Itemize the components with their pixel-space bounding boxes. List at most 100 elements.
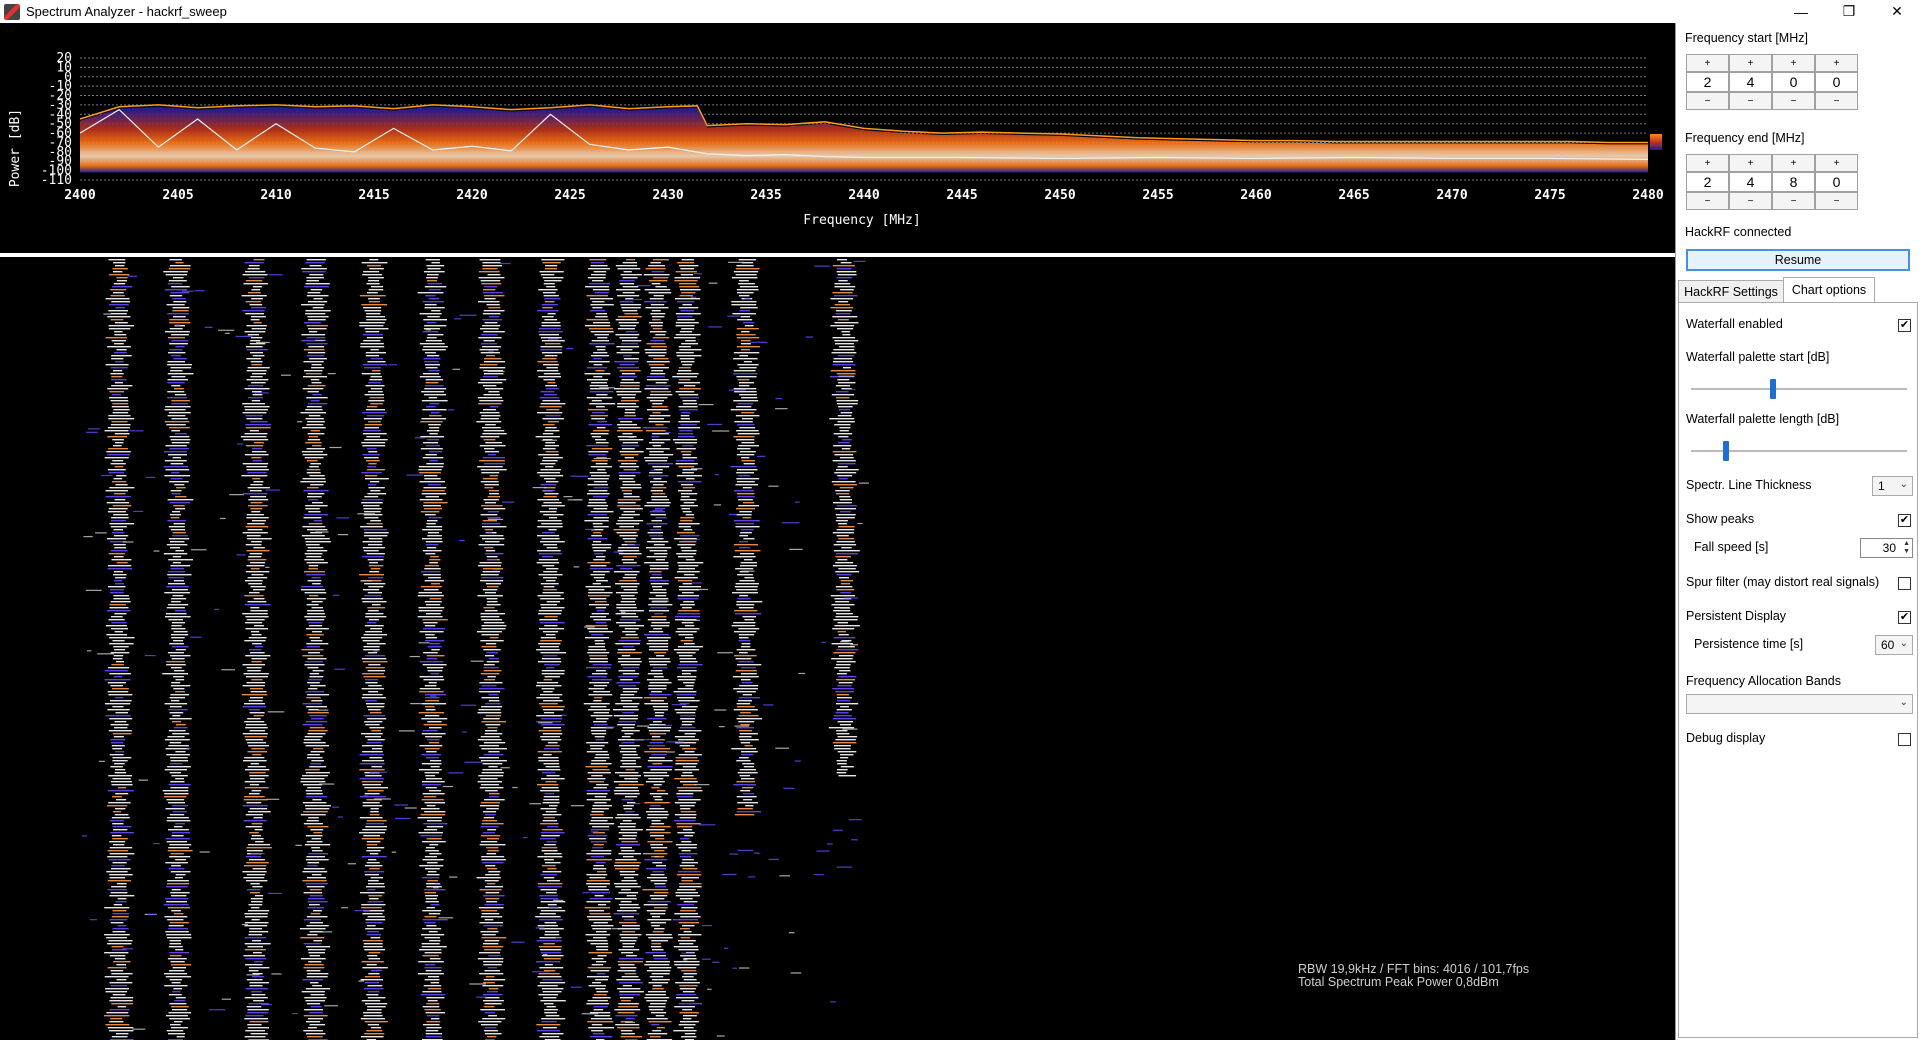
waterfall-trace	[425, 1012, 446, 1014]
waterfall-trace	[424, 811, 446, 813]
spur-filter-checkbox[interactable]	[1898, 577, 1911, 590]
close-button[interactable]: ✕	[1891, 3, 1903, 19]
fall-speed-spinbox[interactable]: 30 ▲ ▼	[1860, 538, 1913, 558]
waterfall-trace	[303, 322, 321, 324]
freq-start-digit[interactable]: 4	[1729, 72, 1772, 92]
freq-end-minus-4[interactable]: −	[1815, 192, 1858, 210]
waterfall-trace	[736, 439, 755, 441]
freq-end-minus-3[interactable]: −	[1772, 192, 1815, 210]
waterfall-trace	[653, 526, 662, 528]
freq-end-plus-1[interactable]: +	[1686, 154, 1729, 172]
waterfall-speck	[175, 324, 181, 326]
freq-end-plus-2[interactable]: +	[1729, 154, 1772, 172]
waterfall-trace	[593, 1006, 608, 1008]
tab-hackrf-settings[interactable]: HackRF Settings	[1678, 280, 1784, 302]
freq-start-minus-2[interactable]: −	[1729, 92, 1772, 110]
waterfall-trace	[481, 334, 498, 336]
waterfall-trace	[422, 529, 443, 531]
waterfall-trace	[649, 757, 665, 759]
waterfall-trace	[168, 538, 190, 540]
tab-chart-options[interactable]: Chart options	[1783, 277, 1875, 302]
waterfall-trace	[619, 775, 641, 777]
waterfall-speck	[585, 528, 595, 531]
resume-button[interactable]: Resume	[1686, 249, 1910, 271]
persistent-display-checkbox[interactable]: ✔	[1898, 611, 1911, 624]
waterfall-trace	[479, 745, 499, 747]
waterfall-trace	[306, 406, 322, 408]
waterfall-trace	[674, 709, 697, 711]
waterfall-trace	[625, 409, 636, 411]
spectrum-chart[interactable]: 20100-10-20-30-40-50-60-70-80-90-100-110…	[0, 23, 1675, 253]
waterfall-trace	[488, 391, 500, 393]
waterfall-trace	[736, 346, 760, 348]
freq-start-minus-3[interactable]: −	[1772, 92, 1815, 110]
freq-end-minus-1[interactable]: −	[1686, 192, 1729, 210]
waterfall-trace	[167, 850, 193, 852]
waterfall-trace	[243, 283, 268, 285]
waterfall-enabled-checkbox[interactable]: ✔	[1898, 319, 1911, 332]
show-peaks-checkbox[interactable]: ✔	[1898, 514, 1911, 527]
waterfall-trace	[112, 403, 128, 405]
waterfall-speck	[783, 787, 795, 789]
freq-start-digit[interactable]: 0	[1815, 72, 1858, 92]
waterfall-trace	[739, 733, 758, 735]
freq-start-plus-3[interactable]: +	[1772, 54, 1815, 72]
freq-start-digit[interactable]: 0	[1772, 72, 1815, 92]
waterfall-trace	[103, 1015, 130, 1017]
waterfall-display[interactable]	[0, 257, 1675, 1040]
line-thickness-select[interactable]: 1 ⌄	[1872, 476, 1913, 496]
waterfall-trace	[481, 772, 504, 774]
waterfall-trace	[307, 580, 322, 582]
waterfall-trace	[175, 949, 184, 951]
freq-end-minus-2[interactable]: −	[1729, 192, 1772, 210]
waterfall-trace	[589, 877, 606, 879]
palette-start-slider-thumb[interactable]	[1770, 379, 1777, 399]
waterfall-trace	[590, 331, 614, 333]
waterfall-trace	[170, 478, 183, 480]
waterfall-trace	[546, 775, 560, 777]
freq-end-digit[interactable]: 4	[1729, 172, 1772, 192]
waterfall-trace	[619, 625, 644, 627]
palette-length-slider-thumb[interactable]	[1722, 441, 1729, 461]
waterfall-trace	[483, 982, 495, 984]
minimize-button[interactable]: —	[1794, 3, 1808, 20]
freq-start-digit[interactable]: 2	[1686, 72, 1729, 92]
waterfall-trace	[306, 460, 318, 462]
waterfall-speck	[410, 703, 422, 705]
waterfall-trace	[419, 313, 442, 315]
debug-display-checkbox[interactable]	[1898, 733, 1911, 746]
waterfall-trace	[653, 544, 665, 546]
waterfall-trace	[539, 913, 556, 915]
palette-start-slider-track[interactable]	[1691, 388, 1907, 390]
freq-start-plus-4[interactable]: +	[1815, 54, 1858, 72]
waterfall-trace	[834, 472, 857, 474]
waterfall-speck	[425, 329, 432, 331]
maximize-button[interactable]: ❐	[1842, 3, 1856, 19]
waterfall-trace	[683, 529, 693, 531]
freq-start-minus-1[interactable]: −	[1686, 92, 1729, 110]
freq-end-plus-4[interactable]: +	[1815, 154, 1858, 172]
waterfall-trace	[111, 628, 128, 630]
waterfall-trace	[112, 733, 132, 735]
freq-end-digit[interactable]: 0	[1815, 172, 1858, 192]
waterfall-speck	[624, 1021, 636, 1023]
freq-start-plus-2[interactable]: +	[1729, 54, 1772, 72]
waterfall-trace	[246, 358, 262, 360]
waterfall-speck	[218, 329, 235, 331]
persistence-time-select[interactable]: 60 ⌄	[1875, 635, 1913, 655]
allocation-bands-select[interactable]: ⌄	[1686, 694, 1913, 714]
waterfall-trace	[649, 742, 664, 744]
freq-end-digit[interactable]: 2	[1686, 172, 1729, 192]
waterfall-trace	[545, 745, 560, 747]
palette-length-slider-track[interactable]	[1691, 450, 1907, 452]
freq-end-digit[interactable]: 8	[1772, 172, 1815, 192]
freq-end-plus-3[interactable]: +	[1772, 154, 1815, 172]
waterfall-trace	[362, 445, 386, 447]
waterfall-trace	[171, 646, 189, 648]
waterfall-trace	[650, 607, 667, 609]
freq-start-minus-4[interactable]: −	[1815, 92, 1858, 110]
freq-start-plus-1[interactable]: +	[1686, 54, 1729, 72]
waterfall-trace	[678, 433, 694, 435]
waterfall-trace	[302, 526, 326, 528]
waterfall-trace	[740, 724, 750, 726]
